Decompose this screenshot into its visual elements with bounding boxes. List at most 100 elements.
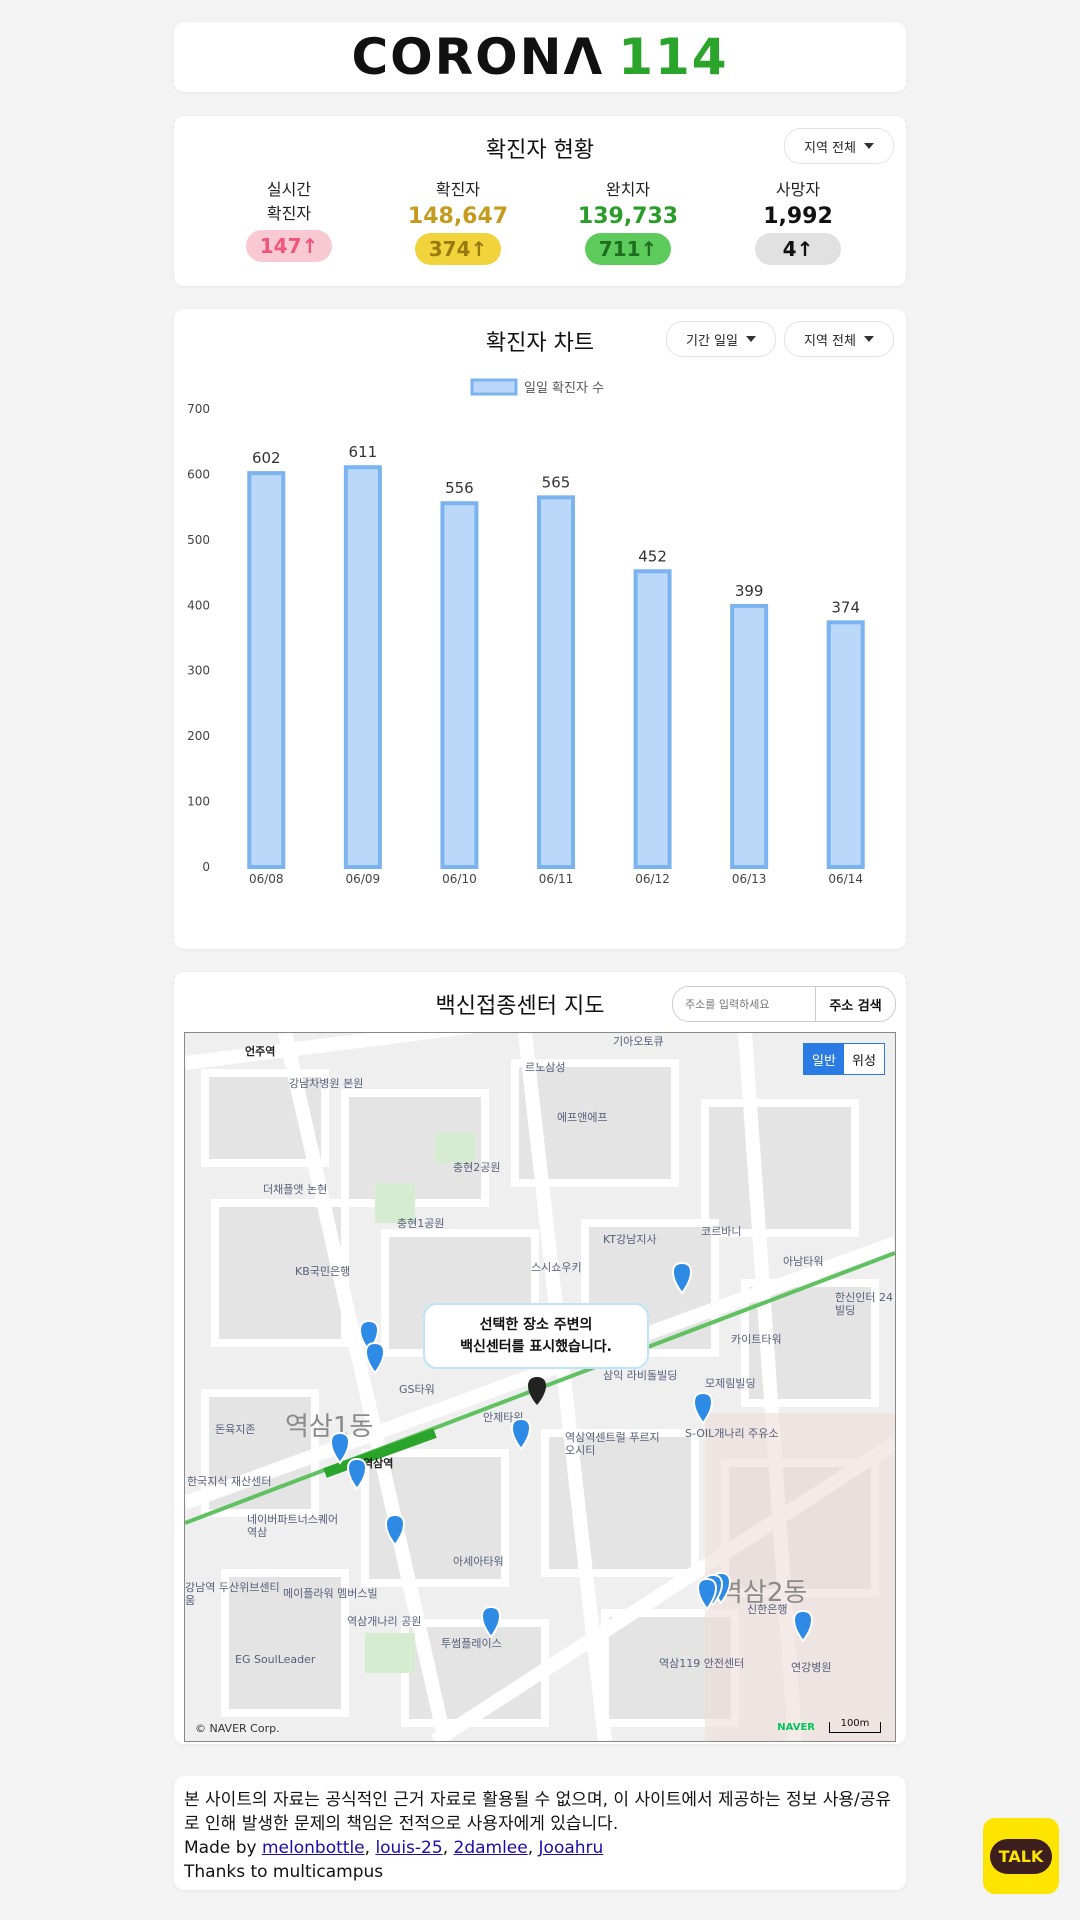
map-place-label: 코르바니 bbox=[701, 1225, 742, 1238]
stat-1: 확진자 148,647 374↑ bbox=[388, 178, 528, 265]
x-tick-label: 06/09 bbox=[346, 872, 381, 886]
stat-delta-badge: 374↑ bbox=[415, 233, 501, 265]
map-place-label: 충현1공원 bbox=[397, 1217, 445, 1230]
stat-0: 실시간 확진자 147↑ bbox=[219, 178, 359, 262]
stat-label-2: 확진자 bbox=[266, 204, 312, 223]
y-tick-label: 0 bbox=[202, 860, 210, 874]
footer-notice: 본 사이트의 자료는 공식적인 근거 자료로 활용될 수 없으며, 이 사이트에… bbox=[184, 1790, 891, 1834]
chart-bar bbox=[343, 465, 382, 870]
address-input[interactable] bbox=[673, 987, 815, 1021]
x-tick-label: 06/12 bbox=[635, 872, 670, 886]
chart-bar bbox=[633, 569, 672, 870]
map-type-toggle: 일반 위성 bbox=[803, 1043, 885, 1075]
map-title: 백신접종센터 지도 bbox=[435, 994, 605, 1019]
address-search-button[interactable]: 주소 검색 bbox=[815, 987, 895, 1021]
map-place-label: 르노삼성 bbox=[525, 1061, 566, 1074]
chart-region-select[interactable]: 지역 전체 bbox=[784, 321, 894, 357]
footer-card: 본 사이트의 자료는 공식적인 근거 자료로 활용될 수 없으며, 이 사이트에… bbox=[174, 1776, 906, 1890]
chevron-down-icon bbox=[863, 143, 874, 149]
map-place-label: 역삼개나리 공원 bbox=[347, 1615, 422, 1628]
y-tick-label: 300 bbox=[187, 664, 210, 678]
map-scale: 100m bbox=[829, 1719, 881, 1733]
map-place-label: 충현2공원 bbox=[453, 1161, 501, 1174]
logo-number: 114 bbox=[618, 28, 729, 86]
stat-value: 139,733 bbox=[577, 204, 679, 229]
naver-logo: NAVER bbox=[777, 1722, 815, 1733]
map-place-label: 한국지식 재산센터 bbox=[187, 1475, 272, 1488]
map-place-label: 한신인터 24빌딩 bbox=[835, 1291, 893, 1317]
header-card: CORONΛ 114 bbox=[174, 22, 906, 92]
map-place-label: 에프앤에프 bbox=[557, 1111, 608, 1124]
vaccine-center-marker[interactable] bbox=[481, 1605, 501, 1639]
map-place-label: 역삼역 bbox=[363, 1457, 394, 1470]
y-tick-label: 400 bbox=[187, 598, 210, 612]
status-region-select[interactable]: 지역 전체 bbox=[784, 128, 894, 164]
x-tick-label: 06/11 bbox=[539, 872, 574, 886]
bar-value-label: 556 bbox=[445, 479, 474, 497]
tooltip-line2: 백신센터를 표시했습니다. bbox=[460, 1339, 612, 1355]
legend-swatch bbox=[470, 378, 518, 396]
chart-period-select[interactable]: 기간 일일 bbox=[666, 321, 776, 357]
status-card: 확진자 현황 지역 전체 실시간 확진자 147↑ 확진자 148,647 374↑ 완치자… bbox=[174, 116, 906, 286]
vaccine-center-marker[interactable] bbox=[330, 1431, 350, 1465]
x-tick-label: 06/10 bbox=[442, 872, 477, 886]
stat-label: 확진자 bbox=[435, 180, 481, 199]
author-link[interactable]: 2damlee bbox=[453, 1838, 528, 1858]
map-place-label: 아남타워 bbox=[783, 1255, 824, 1268]
legend-label: 일일 확진자 수 bbox=[524, 381, 604, 396]
kakao-talk-button[interactable]: TALK bbox=[983, 1818, 1059, 1894]
site-logo[interactable]: CORONΛ 114 bbox=[351, 28, 728, 86]
chart-period-value: 기간 일일 bbox=[686, 333, 738, 349]
map-place-label: GS타워 bbox=[399, 1383, 435, 1396]
map-markers bbox=[330, 1261, 813, 1643]
tooltip-line1: 선택한 장소 주변의 bbox=[479, 1317, 593, 1333]
vaccine-center-marker[interactable] bbox=[672, 1261, 692, 1295]
map-place-label: 돈육지존 bbox=[215, 1423, 256, 1436]
stat-3: 사망자 1,992 4↑ bbox=[728, 178, 868, 265]
chevron-down-icon bbox=[745, 336, 756, 342]
vaccine-center-marker[interactable] bbox=[511, 1417, 531, 1451]
author-link[interactable]: louis-25 bbox=[375, 1838, 443, 1858]
map-place-label: 역삼역센트럴 푸르지오시티 bbox=[565, 1431, 660, 1457]
map-type-satellite[interactable]: 위성 bbox=[852, 1053, 876, 1069]
chart-card: 확진자 차트 기간 일일 지역 전체 일일 확진자 수 0 100 200 300 400… bbox=[174, 309, 906, 949]
chart-region-value: 지역 전체 bbox=[804, 333, 856, 349]
map-place-label: 더채플앳 논현 bbox=[263, 1183, 328, 1196]
map-place-label: KB국민은행 bbox=[295, 1265, 351, 1278]
vaccine-center-marker[interactable] bbox=[693, 1391, 713, 1425]
bar-value-label: 611 bbox=[349, 443, 378, 461]
map-place-label: EG SoulLeader bbox=[235, 1653, 316, 1666]
y-tick-label: 600 bbox=[187, 467, 210, 481]
map-place-label: 강남차병원 본원 bbox=[289, 1077, 364, 1090]
address-search: 주소 검색 bbox=[672, 986, 896, 1022]
map-type-normal[interactable]: 일반 bbox=[804, 1044, 844, 1074]
chart-bar bbox=[537, 495, 575, 869]
footer-thanks: Thanks to multicampus bbox=[184, 1862, 384, 1882]
bar-value-label: 452 bbox=[638, 547, 667, 565]
chevron-down-icon bbox=[863, 336, 874, 342]
stat-label: 사망자 bbox=[775, 180, 821, 199]
chart-bar bbox=[440, 501, 479, 870]
bar-value-label: 602 bbox=[252, 449, 281, 467]
vaccine-center-marker[interactable] bbox=[697, 1577, 717, 1611]
vaccine-center-marker[interactable] bbox=[793, 1609, 813, 1643]
author-link[interactable]: Jooahru bbox=[538, 1838, 604, 1858]
vaccine-center-marker[interactable] bbox=[385, 1513, 405, 1547]
map-place-label: 투썸플레이스 bbox=[441, 1637, 502, 1650]
y-tick-label: 200 bbox=[187, 729, 210, 743]
map-place-label: 역삼2동 bbox=[719, 1578, 808, 1608]
vaccine-center-marker[interactable] bbox=[365, 1341, 385, 1375]
chart-title: 확진자 차트 bbox=[485, 331, 595, 356]
y-tick-label: 500 bbox=[187, 533, 210, 547]
vaccine-center-marker[interactable] bbox=[347, 1457, 367, 1491]
status-region-value: 지역 전체 bbox=[804, 140, 856, 156]
stat-label: 완치자 bbox=[605, 180, 651, 199]
author-link[interactable]: melonbottle bbox=[262, 1838, 365, 1858]
vaccine-map[interactable]: 언주역 강남차병원 본원 르노삼성 기아오토큐 에프앤에프 충현2공원 더채플앳 논현 충현1… bbox=[184, 1032, 896, 1742]
stat-value: 148,647 bbox=[407, 204, 509, 229]
made-by-label: Made by bbox=[184, 1838, 257, 1858]
map-place-label: 네이버파트너스퀘어 역삼 bbox=[247, 1513, 339, 1539]
x-tick-label: 06/08 bbox=[249, 872, 284, 886]
logo-word: CORONΛ bbox=[351, 28, 605, 86]
stat-delta-badge: 711↑ bbox=[585, 233, 671, 265]
